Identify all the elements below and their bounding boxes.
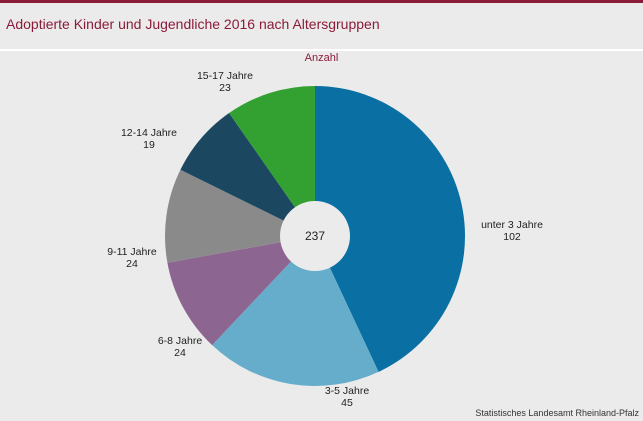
pie-slice [229,86,315,236]
slice-value-label: 102 [503,231,521,243]
slice-value-label: 23 [219,82,231,94]
pie-slice [212,236,379,387]
slice-value-label: 45 [341,397,353,409]
header-bar: Adoptierte Kinder und Jugendliche 2016 n… [0,3,643,49]
chart-subtitle: Anzahl [304,52,339,64]
pie-slice [180,113,315,236]
chart-panel: Anzahl 237 unter 3 Jahre 102 3-5 Jahre 45 6-8… [0,51,643,421]
donut-hole [280,201,350,271]
slice-value-label: 19 [143,139,155,151]
pie-slice [167,236,315,346]
chart-title: Adoptierte Kinder und Jugendliche 2016 n… [6,16,380,32]
slice-label: 12-14 Jahre [121,127,177,139]
slice-label: unter 3 Jahre [481,219,543,231]
slice-label: 3-5 Jahre [325,385,370,397]
source-note: Statistisches Landesamt Rheinland-Pfalz [475,408,639,418]
top-accent-bar [0,0,643,3]
pie-slice [315,86,466,372]
slice-value-label: 24 [126,258,138,270]
pie-slice [165,169,315,263]
slice-label: 6-8 Jahre [158,335,203,347]
slice-label: 15-17 Jahre [197,70,253,82]
slice-label: 9-11 Jahre [107,246,157,258]
total-label: 237 [305,229,325,243]
slice-value-label: 24 [174,347,186,359]
